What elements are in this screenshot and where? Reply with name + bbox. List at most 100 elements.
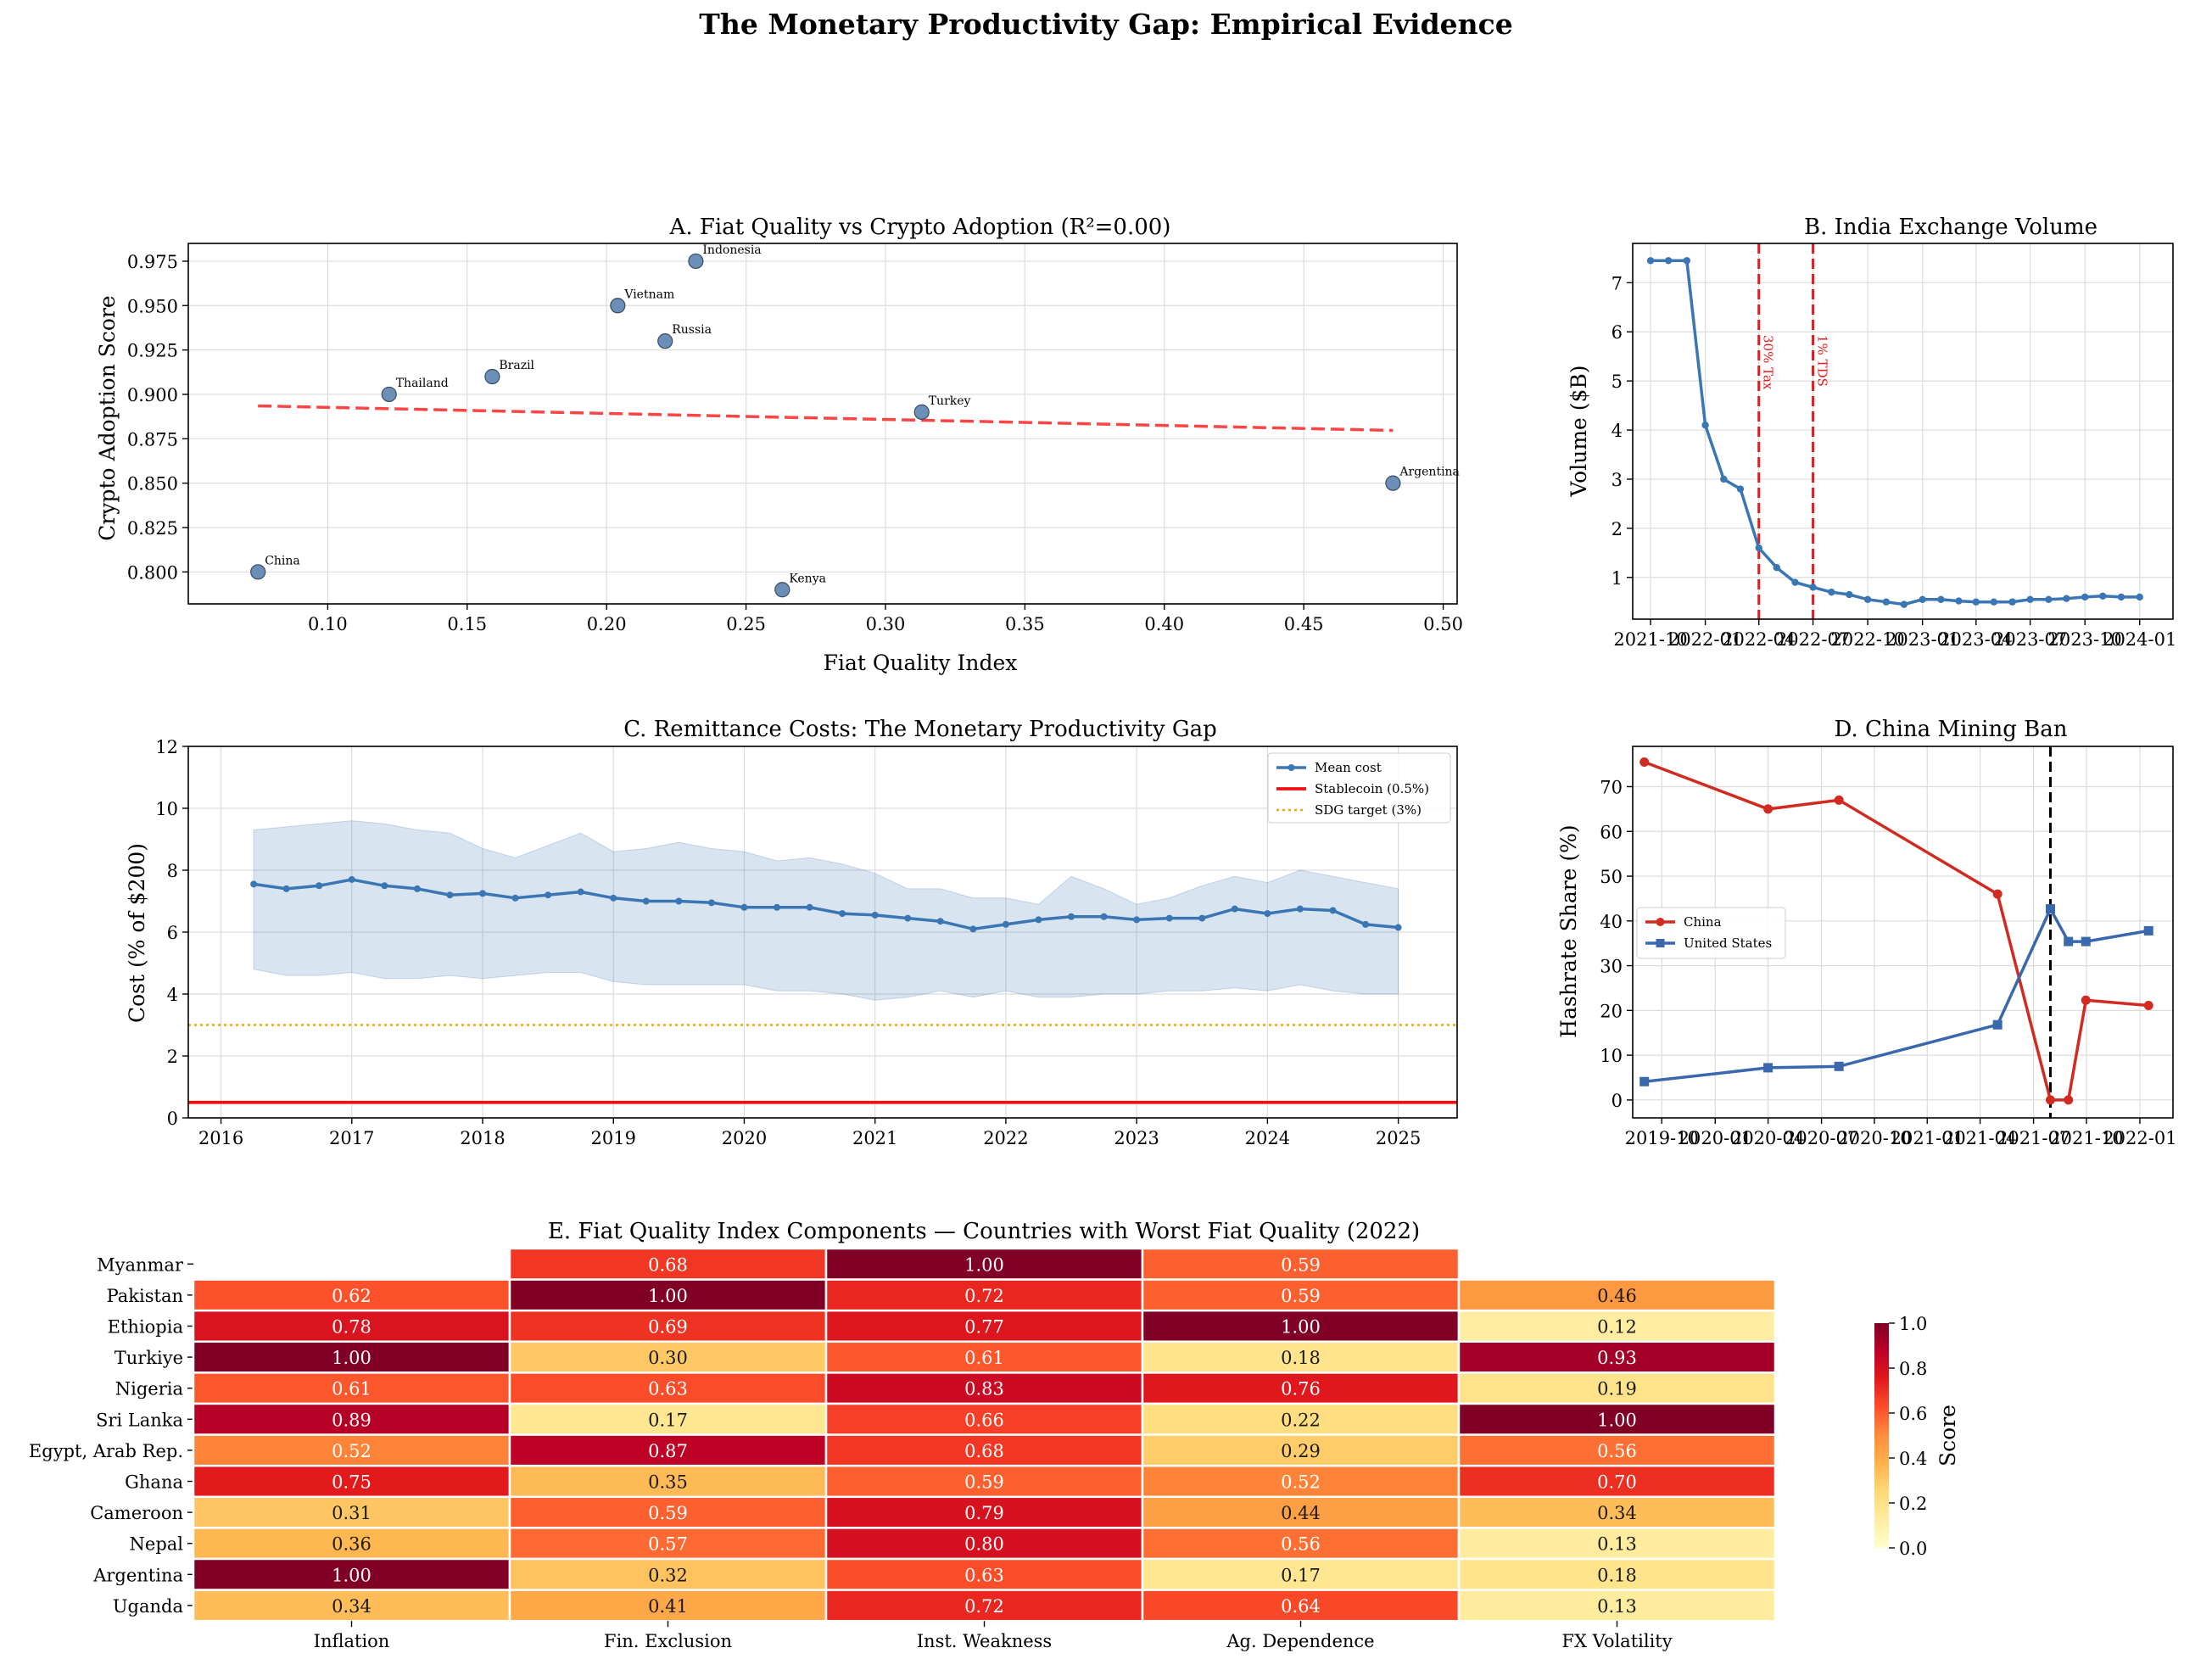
panel-d-xtick-label: 2021-10 <box>2049 1128 2123 1148</box>
panel-c-ytick-label: 0 <box>167 1109 178 1129</box>
panel-c-point <box>871 911 879 919</box>
panel-d-china-line <box>1644 760 2149 1102</box>
panel-a-ytick-label: 0.850 <box>127 474 178 494</box>
panel-e-heatmap: E. Fiat Quality Index Components — Count… <box>29 1219 1960 1651</box>
panel-c-xtick-label: 2016 <box>198 1128 243 1148</box>
panel-e-cell <box>824 1589 1144 1623</box>
panel-b-xtick-label: 2021-10 <box>1613 629 1687 650</box>
panel-e-cell-label: 0.17 <box>648 1410 688 1430</box>
panel-e-cell-label: 0.59 <box>1281 1286 1321 1306</box>
panel-e-cell-label: 0.77 <box>964 1317 1004 1338</box>
panel-e-cell-label: 0.63 <box>964 1565 1004 1585</box>
panel-d-point <box>2143 1001 2153 1011</box>
panel-b-point <box>1900 600 1908 608</box>
panel-b-point <box>1828 588 1835 596</box>
panel-b-point <box>1755 544 1762 552</box>
panel-c-point <box>577 888 584 896</box>
panel-e-cell <box>508 1527 828 1561</box>
panel-e-cell-label: 0.46 <box>1597 1286 1637 1306</box>
panel-a-ytick-label: 0.800 <box>127 562 178 583</box>
panel-e-cell-label: 0.19 <box>1597 1379 1637 1399</box>
panel-c-point <box>1394 924 1402 931</box>
panel-e-cell-label: 0.61 <box>964 1348 1004 1368</box>
panel-c-point <box>1362 920 1370 928</box>
panel-c-legend-label: Stablecoin (0.5%) <box>1315 781 1429 796</box>
panel-b-ytick-label: 4 <box>1612 421 1623 441</box>
panel-d-xtick-label: 2022-01 <box>2103 1128 2176 1148</box>
panel-e-row-label: Nigeria <box>115 1379 183 1399</box>
panel-e-cell-label: 0.34 <box>1597 1503 1637 1523</box>
panel-d-xtick-label: 2021-04 <box>1943 1128 2017 1148</box>
panel-d-xtick-label: 2019-10 <box>1625 1128 1699 1148</box>
panel-a-point <box>657 333 673 349</box>
panel-d-xtick-label: 2021-07 <box>1997 1128 2070 1148</box>
panel-e-cell <box>508 1589 828 1623</box>
panel-c-point <box>1100 913 1108 920</box>
panel-b-point <box>1791 578 1799 586</box>
panel-e-col-label: Fin. Exclusion <box>604 1631 732 1651</box>
panel-b-point <box>1736 485 1745 493</box>
panel-b-xtick-label: 2022-04 <box>1722 629 1796 650</box>
panel-b-line: B. India Exchange Volume Volume ($B) 202… <box>1567 215 2176 650</box>
panel-d-xtick-label: 2020-04 <box>1731 1128 1805 1148</box>
panel-c-line: C. Remittance Costs: The Monetary Produc… <box>125 717 1458 1148</box>
panel-e-cell-label: 0.69 <box>648 1317 688 1338</box>
panel-b-ylabel: Volume ($B) <box>1567 365 1591 497</box>
panel-c-point <box>282 885 290 892</box>
panel-b-point <box>1937 595 1945 604</box>
panel-e-cell-label: 0.75 <box>332 1472 371 1493</box>
panel-e-cell-label: 0.35 <box>648 1472 688 1493</box>
panel-b-xtick-label: 2022-10 <box>1830 629 1904 650</box>
panel-d-ytick-label: 10 <box>1600 1046 1623 1066</box>
panel-a-xtick-label: 0.50 <box>1423 614 1463 634</box>
panel-e-cell <box>508 1557 828 1591</box>
panel-e-colorbar-tick-label: 0.6 <box>1899 1404 1927 1424</box>
panel-a-point-label: Russia <box>672 323 712 337</box>
panel-e-cell <box>824 1278 1144 1312</box>
panel-c-legend-label: SDG target (3%) <box>1315 802 1422 818</box>
panel-a-point-label: Turkey <box>929 394 971 408</box>
panel-e-cell-label: 1.00 <box>332 1565 371 1585</box>
panel-e-row-label: Pakistan <box>107 1286 183 1306</box>
panel-e-cell-label: 0.68 <box>964 1441 1004 1461</box>
panel-d-ytick-label: 70 <box>1600 777 1623 797</box>
panel-e-cell-label: 0.13 <box>1597 1534 1637 1555</box>
panel-e-cell <box>1457 1433 1777 1467</box>
panel-e-cell-label: 1.00 <box>648 1286 688 1306</box>
panel-b-point <box>1972 598 1980 606</box>
panel-b-xtick-label: 2022-07 <box>1776 629 1850 650</box>
panel-e-cell-label: 0.30 <box>648 1348 688 1368</box>
panel-e-cell-label: 0.22 <box>1281 1410 1321 1430</box>
panel-b-point <box>2008 598 2016 606</box>
panel-c-xtick-label: 2017 <box>329 1128 374 1148</box>
panel-b-ytick-label: 5 <box>1612 371 1623 392</box>
panel-e-cell-label: 1.00 <box>964 1254 1004 1275</box>
panel-b-point <box>1646 257 1655 265</box>
panel-c-axes-frame <box>187 746 1458 1119</box>
panel-c-point <box>381 882 388 890</box>
panel-e-col-label: Inflation <box>314 1631 390 1651</box>
panel-e-row-label: Ghana <box>125 1472 183 1493</box>
panel-c-xtick-label: 2018 <box>460 1128 505 1148</box>
panel-e-row-label: Egypt, Arab Rep. <box>29 1441 183 1461</box>
panel-a-point <box>774 582 790 598</box>
panel-e-cell <box>192 1433 511 1467</box>
panel-b-ytick-label: 3 <box>1612 470 1623 490</box>
panel-b-xtick-label: 2023-01 <box>1885 629 1959 650</box>
panel-a-point <box>688 253 704 270</box>
panel-e-cell <box>192 1464 511 1499</box>
panel-e-cell-label: 0.62 <box>332 1286 371 1306</box>
panel-c-point <box>1264 910 1271 918</box>
panel-d-ytick-label: 50 <box>1600 867 1623 887</box>
panel-d-ytick-label: 20 <box>1600 1001 1623 1021</box>
panel-e-cell-label: 0.18 <box>1597 1565 1637 1585</box>
panel-c-xtick-label: 2019 <box>591 1128 636 1148</box>
panel-e-col-label: Ag. Dependence <box>1226 1631 1374 1651</box>
panel-b-point <box>1683 257 1691 265</box>
panel-b-ytick-label: 2 <box>1612 519 1623 539</box>
panel-b-point <box>1955 597 1963 605</box>
panel-e-cell-label: 1.00 <box>332 1348 371 1368</box>
panel-b-point <box>2063 595 2070 602</box>
panel-c-point <box>446 891 454 899</box>
